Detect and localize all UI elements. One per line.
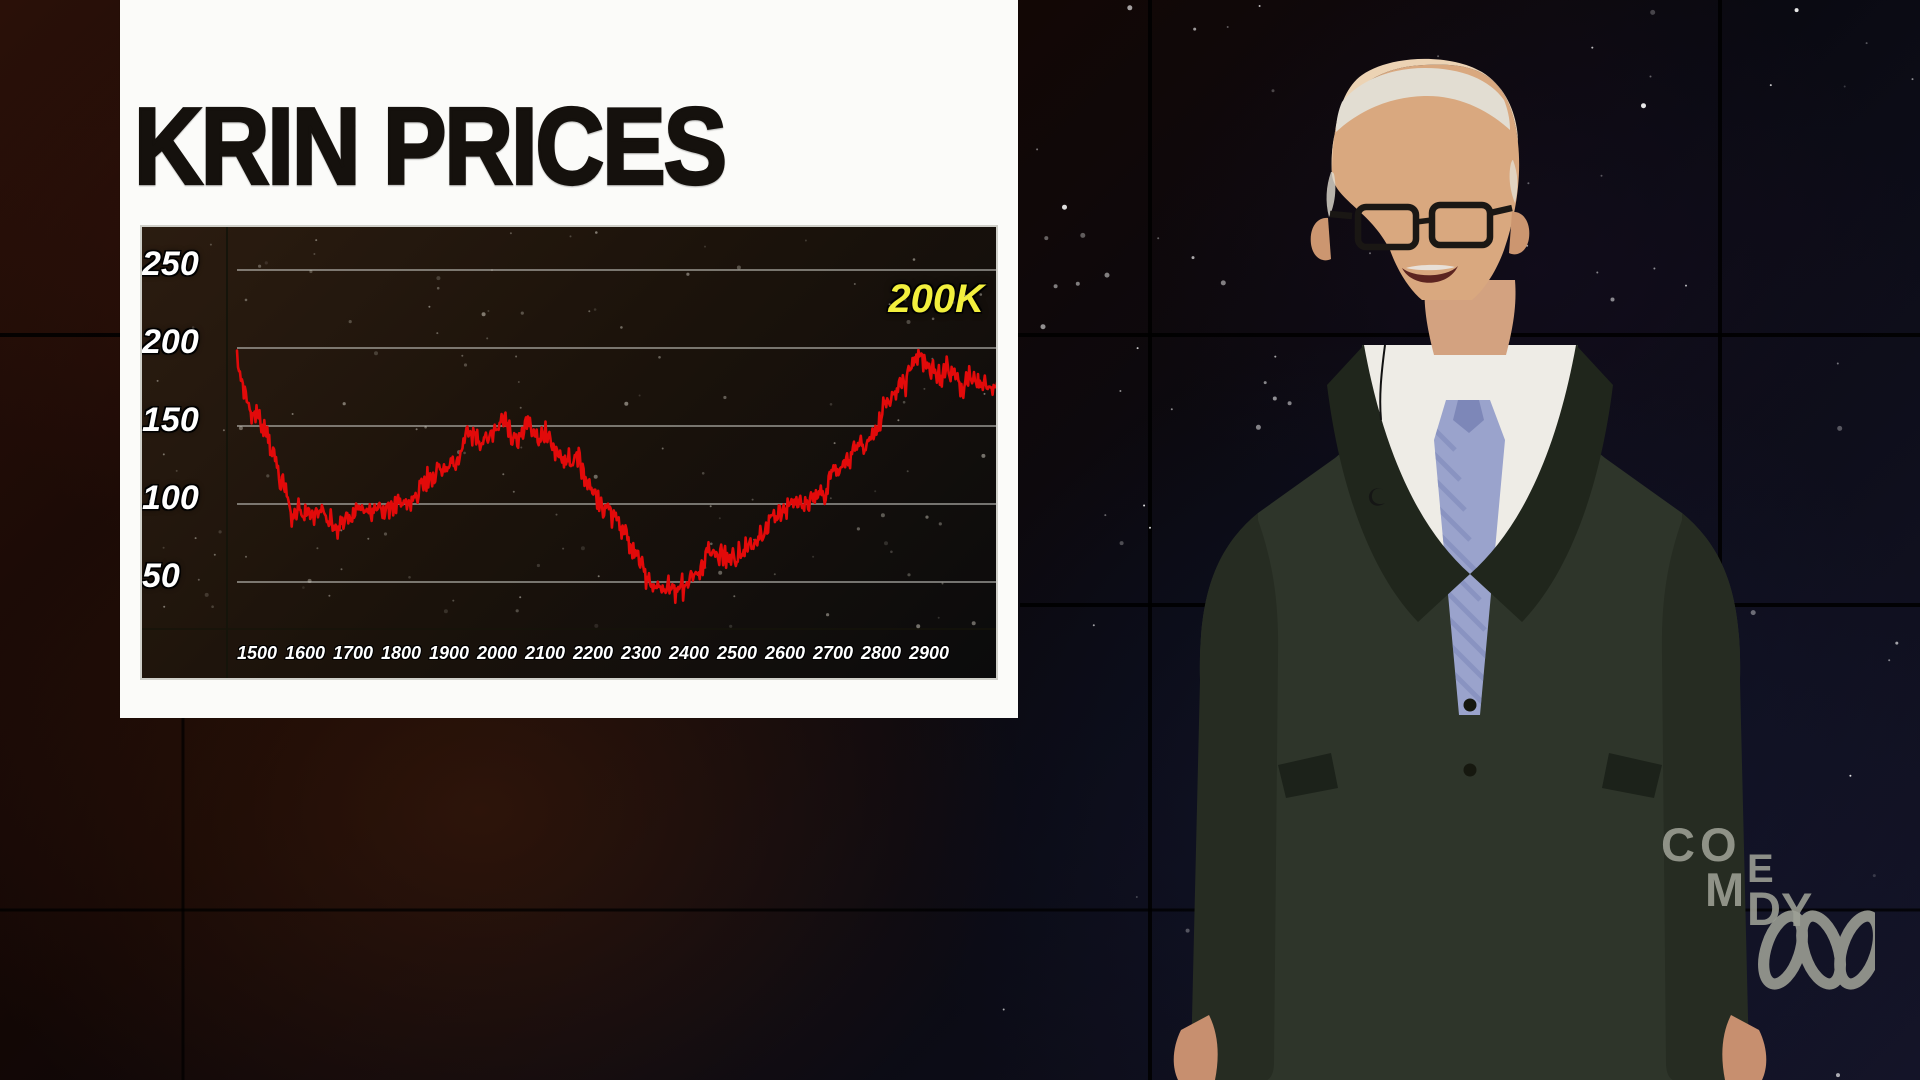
svg-text:M: M (1705, 863, 1744, 916)
svg-text:C: C (1661, 818, 1695, 871)
